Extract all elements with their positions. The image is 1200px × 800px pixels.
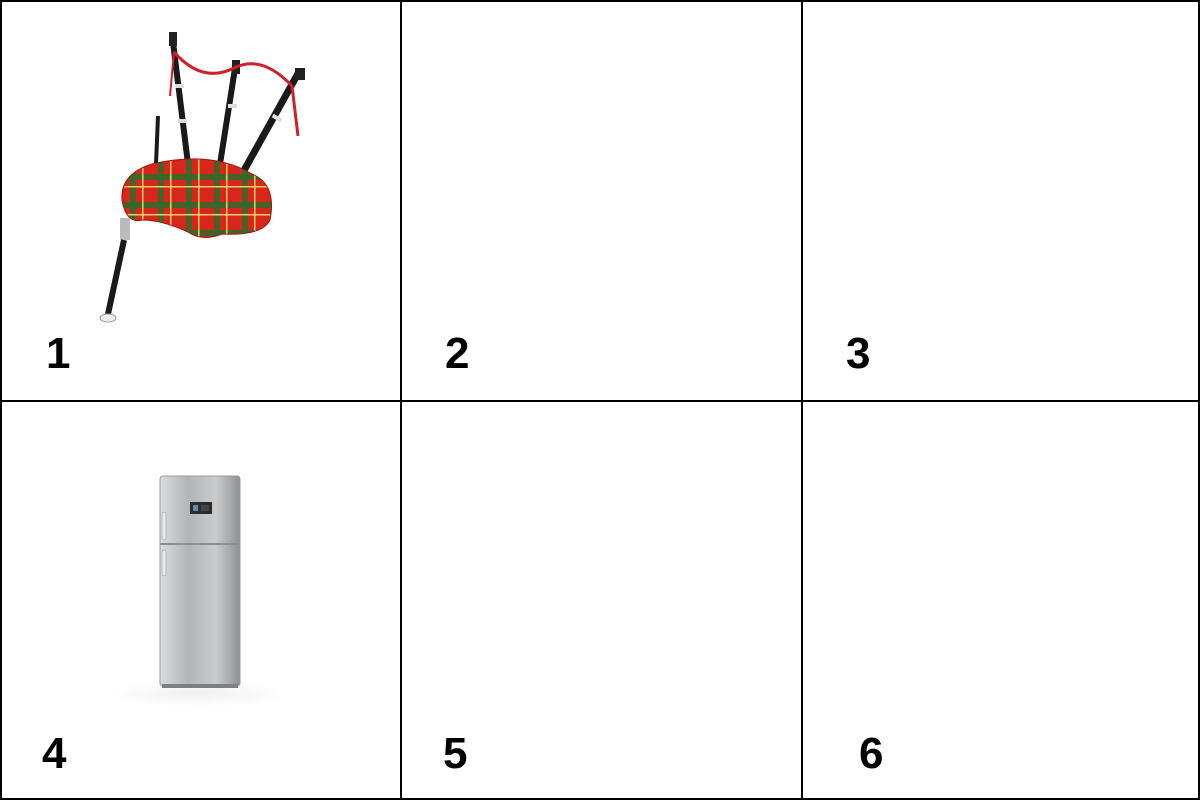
cell-number: 1: [46, 329, 71, 378]
bagpipes-image: [99, 32, 305, 323]
cell-number: 4: [42, 729, 67, 778]
cell-1[interactable]: 1: [2, 2, 400, 400]
cell-number: 3: [846, 329, 871, 378]
cell-6[interactable]: 6: [803, 402, 1198, 798]
refrigerator-image: [102, 432, 294, 728]
cell-number: 5: [443, 729, 468, 778]
cell-5[interactable]: 5: [402, 402, 801, 798]
grid-divider-horizontal: [2, 400, 1198, 402]
cell-3[interactable]: 3: [803, 2, 1198, 400]
cell-number: 2: [445, 329, 470, 378]
cell-2[interactable]: 2: [402, 2, 801, 400]
cell-number: 6: [859, 729, 884, 778]
cell-4[interactable]: 4: [2, 402, 400, 798]
